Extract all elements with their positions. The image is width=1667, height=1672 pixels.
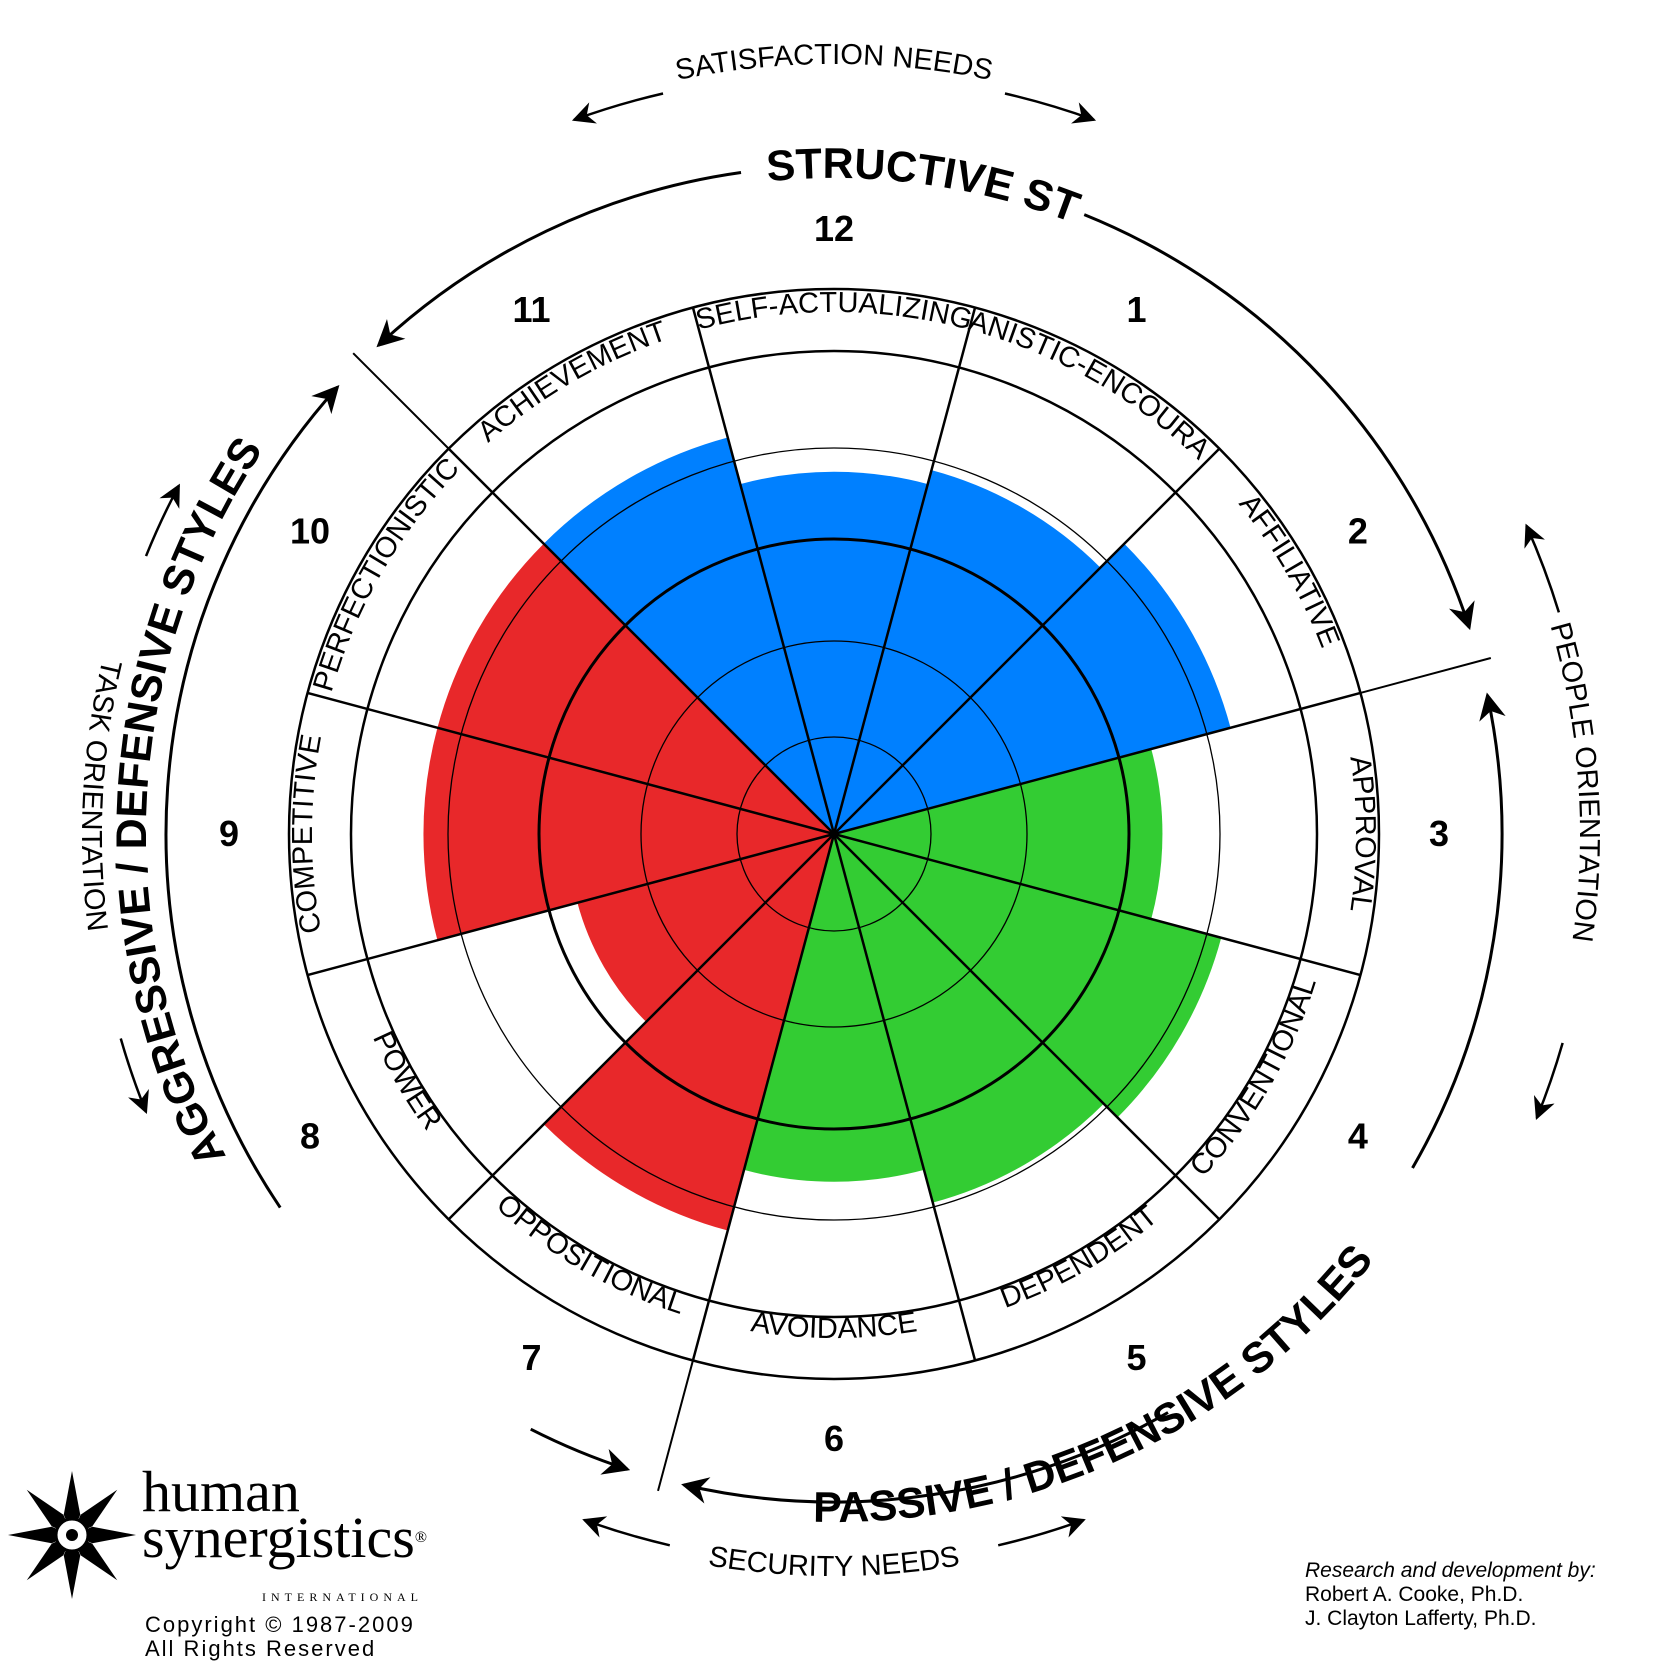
segment-spoke <box>691 307 836 835</box>
segment-number-8: 8 <box>300 1116 320 1157</box>
registered-mark: ® <box>414 1529 427 1546</box>
segment-spokes <box>307 307 1492 1492</box>
grid-ring <box>349 349 1319 1319</box>
axis-arrow-bottom <box>997 1516 1086 1547</box>
brand-name-line1: human <box>142 1459 300 1524</box>
group-label-passive: PASSIVE / DEFENSIVE STYLES <box>813 1236 1382 1532</box>
segment-spoke <box>833 447 1221 835</box>
brand-name-line2: synergistics® <box>142 1505 427 1570</box>
segment-number-7: 7 <box>521 1337 541 1378</box>
group-arc <box>164 385 340 1209</box>
style-fill-11 <box>543 437 834 834</box>
segment-spoke <box>447 833 835 1221</box>
segment-spoke <box>832 833 977 1361</box>
brand-international: INTERNATIONAL <box>262 1590 423 1604</box>
style-fill-2 <box>834 543 1231 834</box>
segment-label-8: POWER <box>366 1027 448 1136</box>
axis-arrow-left <box>144 483 180 557</box>
segment-number-10: 10 <box>290 511 330 552</box>
style-fill-9 <box>423 727 834 941</box>
segment-number-2: 2 <box>1348 511 1368 552</box>
segment-spoke <box>307 691 835 836</box>
grid-rings <box>287 287 1381 1381</box>
segment-spoke <box>833 833 1221 1221</box>
group-label-constructive: CONSTRUCTIVE STYLES <box>0 0 1086 232</box>
segment-number-9: 9 <box>219 813 239 854</box>
segment-number-4: 4 <box>1348 1116 1368 1157</box>
segment-label-3: APPROVAL <box>1343 754 1381 914</box>
axis-arrow-top <box>1004 92 1097 124</box>
segment-spoke <box>307 832 835 977</box>
axis-arrow-right <box>1524 523 1561 613</box>
segment-number-6: 6 <box>824 1418 844 1459</box>
segment-spoke <box>832 307 977 835</box>
segment-label-1: HUMANISTIC-ENCOURAGING <box>0 0 1216 466</box>
group-arc <box>530 1427 631 1475</box>
grid-ring <box>640 640 1028 1028</box>
segment-number-3: 3 <box>1429 813 1449 854</box>
credits-author-1: Robert A. Cooke, Ph.D. <box>1305 1583 1524 1606</box>
style-fills <box>423 437 1231 1231</box>
group-arc <box>1411 692 1506 1169</box>
segment-number-1: 1 <box>1126 289 1146 330</box>
grid-ring <box>447 447 1221 1221</box>
segment-label-4: CONVENTIONAL <box>1184 974 1323 1183</box>
group-divider <box>657 1360 694 1492</box>
segment-number-5: 5 <box>1126 1337 1146 1378</box>
credits-heading: Research and development by: <box>1305 1559 1596 1582</box>
segment-spoke <box>833 832 1361 977</box>
axis-arrow-left <box>119 1038 149 1115</box>
segment-label-7: OPPOSITIONAL <box>490 1188 688 1321</box>
logo-mark <box>8 1471 136 1599</box>
axis-arrow-bottom <box>582 1516 671 1547</box>
segment-label-12: SELF-ACTUALIZING <box>692 287 975 337</box>
group-label-aggressive: AGGRESSIVE / DEFENSIVE STYLES <box>108 429 272 1174</box>
style-fill-8 <box>577 834 834 1022</box>
axis-label-bottom: SECURITY NEEDS <box>706 1541 961 1584</box>
axis-arrow-top <box>571 92 664 124</box>
logo-dot <box>66 1529 78 1541</box>
style-fill-7 <box>543 834 834 1231</box>
group-arcs <box>164 171 1506 1504</box>
style-fill-10 <box>437 543 834 834</box>
label-band-outer-ring <box>287 287 1381 1381</box>
copyright-text: Copyright © 1987-2009 <box>145 1612 415 1637</box>
group-arc <box>1083 213 1475 631</box>
rights-text: All Rights Reserved <box>145 1636 377 1661</box>
segment-label-2: AFFILIATIVE <box>1233 488 1346 652</box>
style-fill-1 <box>834 470 1101 834</box>
segment-spoke <box>691 833 836 1361</box>
group-arc <box>681 1411 1169 1504</box>
axis-label-right: PEOPLE ORIENTATION <box>1544 619 1605 944</box>
segment-label-6: AVOIDANCE <box>749 1306 919 1345</box>
style-fill-5 <box>834 834 1104 1203</box>
segment-label-5: DEPENDENT <box>996 1200 1164 1315</box>
style-fill-12 <box>740 471 928 834</box>
segment-spoke <box>447 447 835 835</box>
credits-author-2: J. Clayton Lafferty, Ph.D. <box>1305 1607 1537 1630</box>
axis-label-top: SATISFACTION NEEDS <box>673 39 996 87</box>
segment-label-10: PERFECTIONISTIC <box>307 452 465 695</box>
segment-spoke <box>833 691 1361 836</box>
style-fill-3 <box>834 748 1163 920</box>
group-divider <box>1360 657 1492 694</box>
grid-ring <box>736 736 932 932</box>
segment-label-9: COMPETITIVE <box>287 732 328 936</box>
grid-ring <box>537 537 1131 1131</box>
group-divider <box>352 352 450 450</box>
style-fill-6 <box>743 834 925 1182</box>
segment-number-12: 12 <box>814 208 854 249</box>
group-arc <box>376 171 742 348</box>
axis-arrow-right <box>1533 1042 1564 1121</box>
segment-number-11: 11 <box>512 289 550 330</box>
style-fill-4 <box>834 834 1222 1118</box>
